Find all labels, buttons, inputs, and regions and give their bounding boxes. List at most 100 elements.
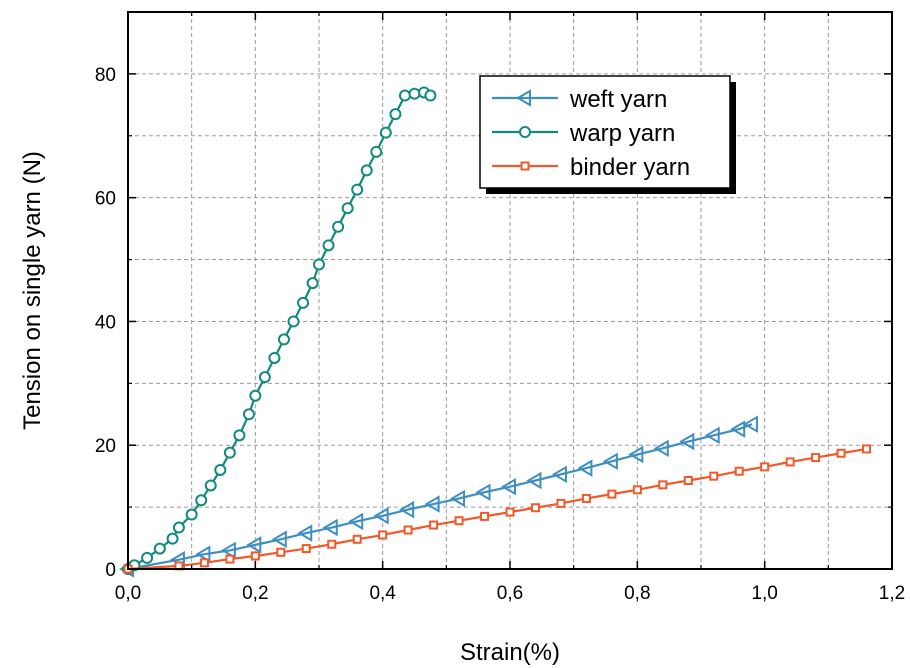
data-point xyxy=(811,453,821,463)
data-point xyxy=(785,457,795,467)
data-point xyxy=(530,503,540,513)
legend-entry: warp yarn xyxy=(492,120,675,147)
data-point xyxy=(378,530,388,540)
data-point xyxy=(658,480,668,490)
data-point xyxy=(632,485,642,495)
legend-label: warp yarn xyxy=(569,120,675,147)
data-point xyxy=(399,500,415,519)
data-point xyxy=(297,296,310,309)
data-point xyxy=(306,277,319,290)
x-tick-label: 0,6 xyxy=(497,583,523,604)
data-point xyxy=(581,493,591,503)
legend-label: weft yarn xyxy=(569,86,667,113)
data-point xyxy=(313,258,325,271)
data-point xyxy=(195,494,208,507)
data-point xyxy=(297,524,313,542)
data-point xyxy=(373,507,389,525)
data-point xyxy=(704,426,720,445)
data-point xyxy=(424,495,440,513)
data-point xyxy=(480,511,490,521)
data-point xyxy=(501,477,516,496)
x-tick-label: 0,2 xyxy=(242,583,268,604)
data-point xyxy=(730,420,746,438)
data-point xyxy=(398,89,411,102)
data-point xyxy=(450,489,466,508)
series-layer xyxy=(119,86,872,578)
data-point xyxy=(166,532,179,545)
data-point xyxy=(214,463,227,476)
data-point xyxy=(249,389,262,402)
y-tick-label: 0 xyxy=(105,560,116,581)
data-point xyxy=(360,164,373,177)
data-point xyxy=(225,554,235,564)
data-point xyxy=(734,466,744,476)
data-point xyxy=(454,516,464,526)
data-point xyxy=(551,465,567,484)
data-point xyxy=(223,446,236,459)
data-point xyxy=(258,371,271,384)
data-point xyxy=(153,542,166,555)
data-point xyxy=(172,521,185,534)
series-line xyxy=(127,423,753,571)
x-tick-label: 1,2 xyxy=(879,583,905,604)
data-point xyxy=(341,202,354,215)
ticks: 0,0 0,2 0,4 0,6 0,8 1,0 1,2 0 20 40 60 80 xyxy=(95,12,905,604)
data-point xyxy=(742,415,758,433)
x-tick-label: 0,8 xyxy=(624,583,650,604)
x-tick-label: 0,4 xyxy=(369,583,396,604)
y-tick-label: 60 xyxy=(95,189,116,210)
data-point xyxy=(836,448,846,458)
x-tick-label: 1,0 xyxy=(751,583,777,604)
y-axis-label: Tension on single yarn (N) xyxy=(19,151,46,430)
data-point xyxy=(389,108,402,121)
y-tick-label: 80 xyxy=(95,65,116,86)
y-tick-label: 40 xyxy=(95,312,116,333)
data-point xyxy=(370,145,383,158)
legend: weft yarn warp yarn binder yarn xyxy=(479,75,736,194)
legend-entry: binder yarn xyxy=(492,154,690,181)
data-point xyxy=(429,520,439,530)
data-point xyxy=(607,489,617,499)
legend-label: binder yarn xyxy=(570,154,690,181)
legend-marker xyxy=(520,161,530,171)
data-point xyxy=(505,507,515,517)
data-point xyxy=(709,471,719,481)
data-point xyxy=(322,239,335,252)
data-point xyxy=(408,87,421,100)
series-line xyxy=(127,447,867,571)
data-point xyxy=(322,518,338,537)
x-axis-label: Strain(%) xyxy=(460,639,560,666)
legend-entry: weft yarn xyxy=(492,86,667,113)
data-point xyxy=(141,551,154,564)
data-point xyxy=(271,530,287,549)
data-point xyxy=(403,525,413,535)
data-point xyxy=(862,444,872,454)
data-point xyxy=(242,408,255,421)
data-point xyxy=(276,547,286,557)
series-weft-yarn xyxy=(119,415,758,578)
data-point xyxy=(424,89,437,102)
legend-entries: weft yarn warp yarn binder yarn xyxy=(492,86,690,181)
legend-marker xyxy=(516,89,531,107)
data-point xyxy=(287,315,300,328)
data-point xyxy=(204,479,217,492)
data-point xyxy=(233,429,246,442)
data-point xyxy=(246,536,262,554)
data-point xyxy=(250,551,260,561)
data-point xyxy=(379,126,392,139)
data-point xyxy=(199,558,209,568)
data-point xyxy=(653,439,669,458)
data-point xyxy=(556,498,566,508)
data-point xyxy=(348,512,364,531)
data-point xyxy=(332,220,345,233)
data-point xyxy=(220,541,236,560)
data-point xyxy=(602,452,618,471)
data-point xyxy=(760,462,770,472)
data-point xyxy=(352,534,362,544)
data-point xyxy=(683,475,693,485)
data-point xyxy=(351,183,364,196)
series-binder-yarn xyxy=(123,444,872,574)
data-point xyxy=(277,333,290,346)
data-point xyxy=(679,432,695,451)
